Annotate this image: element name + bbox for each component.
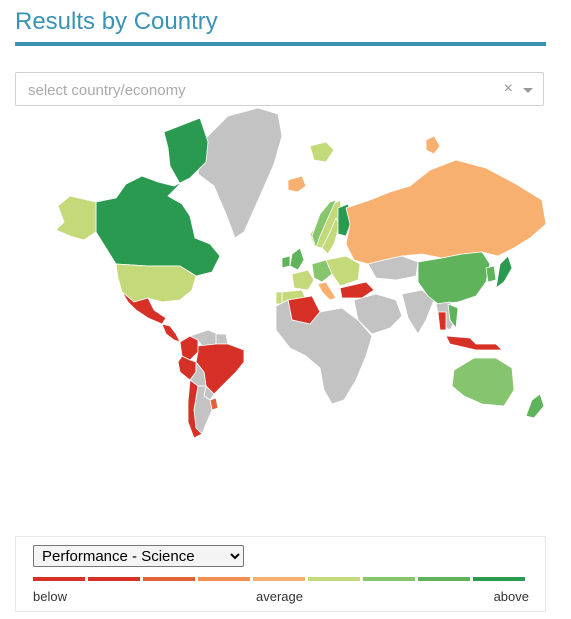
novaya-zemlya[interactable] [425,135,441,155]
legend-swatch [88,577,140,581]
norway[interactable] [311,199,337,249]
page-title: Results by Country [15,8,218,35]
legend-above-label: above [493,589,529,604]
legend-average-label: average [256,589,303,604]
uk[interactable] [289,247,305,271]
russia[interactable] [345,159,547,265]
clear-icon[interactable]: × [503,80,513,97]
mexico[interactable] [121,291,167,325]
legend-swatch [143,577,195,581]
color-scale [33,577,525,581]
turkey[interactable] [339,281,375,299]
new-zealand[interactable] [525,393,545,419]
measure-select[interactable]: Performance - Science [33,545,244,567]
iceland[interactable] [309,141,335,163]
chile[interactable] [187,379,203,439]
australia[interactable] [451,357,515,407]
italy[interactable] [317,281,337,301]
chevron-down-icon[interactable] [523,88,533,93]
legend-swatch [418,577,470,581]
country-select[interactable]: × [15,72,544,107]
france[interactable] [291,269,315,291]
indonesia[interactable] [445,335,503,351]
thailand[interactable] [437,311,447,331]
world-map [55,107,547,439]
legend-swatch [33,577,85,581]
legend-swatch [308,577,360,581]
alaska[interactable] [55,195,97,241]
africa[interactable] [275,299,373,405]
greenland[interactable] [197,107,283,239]
canada[interactable] [95,117,221,277]
country-search-input[interactable] [26,73,490,107]
legend-swatch [198,577,250,581]
portugal[interactable] [275,291,283,305]
legend-swatch [363,577,415,581]
legend-panel: Performance - Science below average abov… [15,536,546,612]
japan[interactable] [495,255,513,289]
ireland[interactable] [281,255,291,269]
legend-below-label: below [33,589,67,604]
central-america[interactable] [161,323,181,343]
title-underline [15,42,546,46]
usa[interactable] [115,263,197,303]
korea[interactable] [485,265,497,283]
china[interactable] [417,251,491,305]
legend-swatch [253,577,305,581]
svalbard-east[interactable] [287,175,307,193]
vietnam[interactable] [447,303,459,329]
guianas[interactable] [215,333,229,345]
germany[interactable] [311,259,333,283]
india[interactable] [401,289,435,335]
kazakhstan[interactable] [367,255,419,281]
eastern-europe[interactable] [325,255,361,287]
legend-swatch [473,577,525,581]
